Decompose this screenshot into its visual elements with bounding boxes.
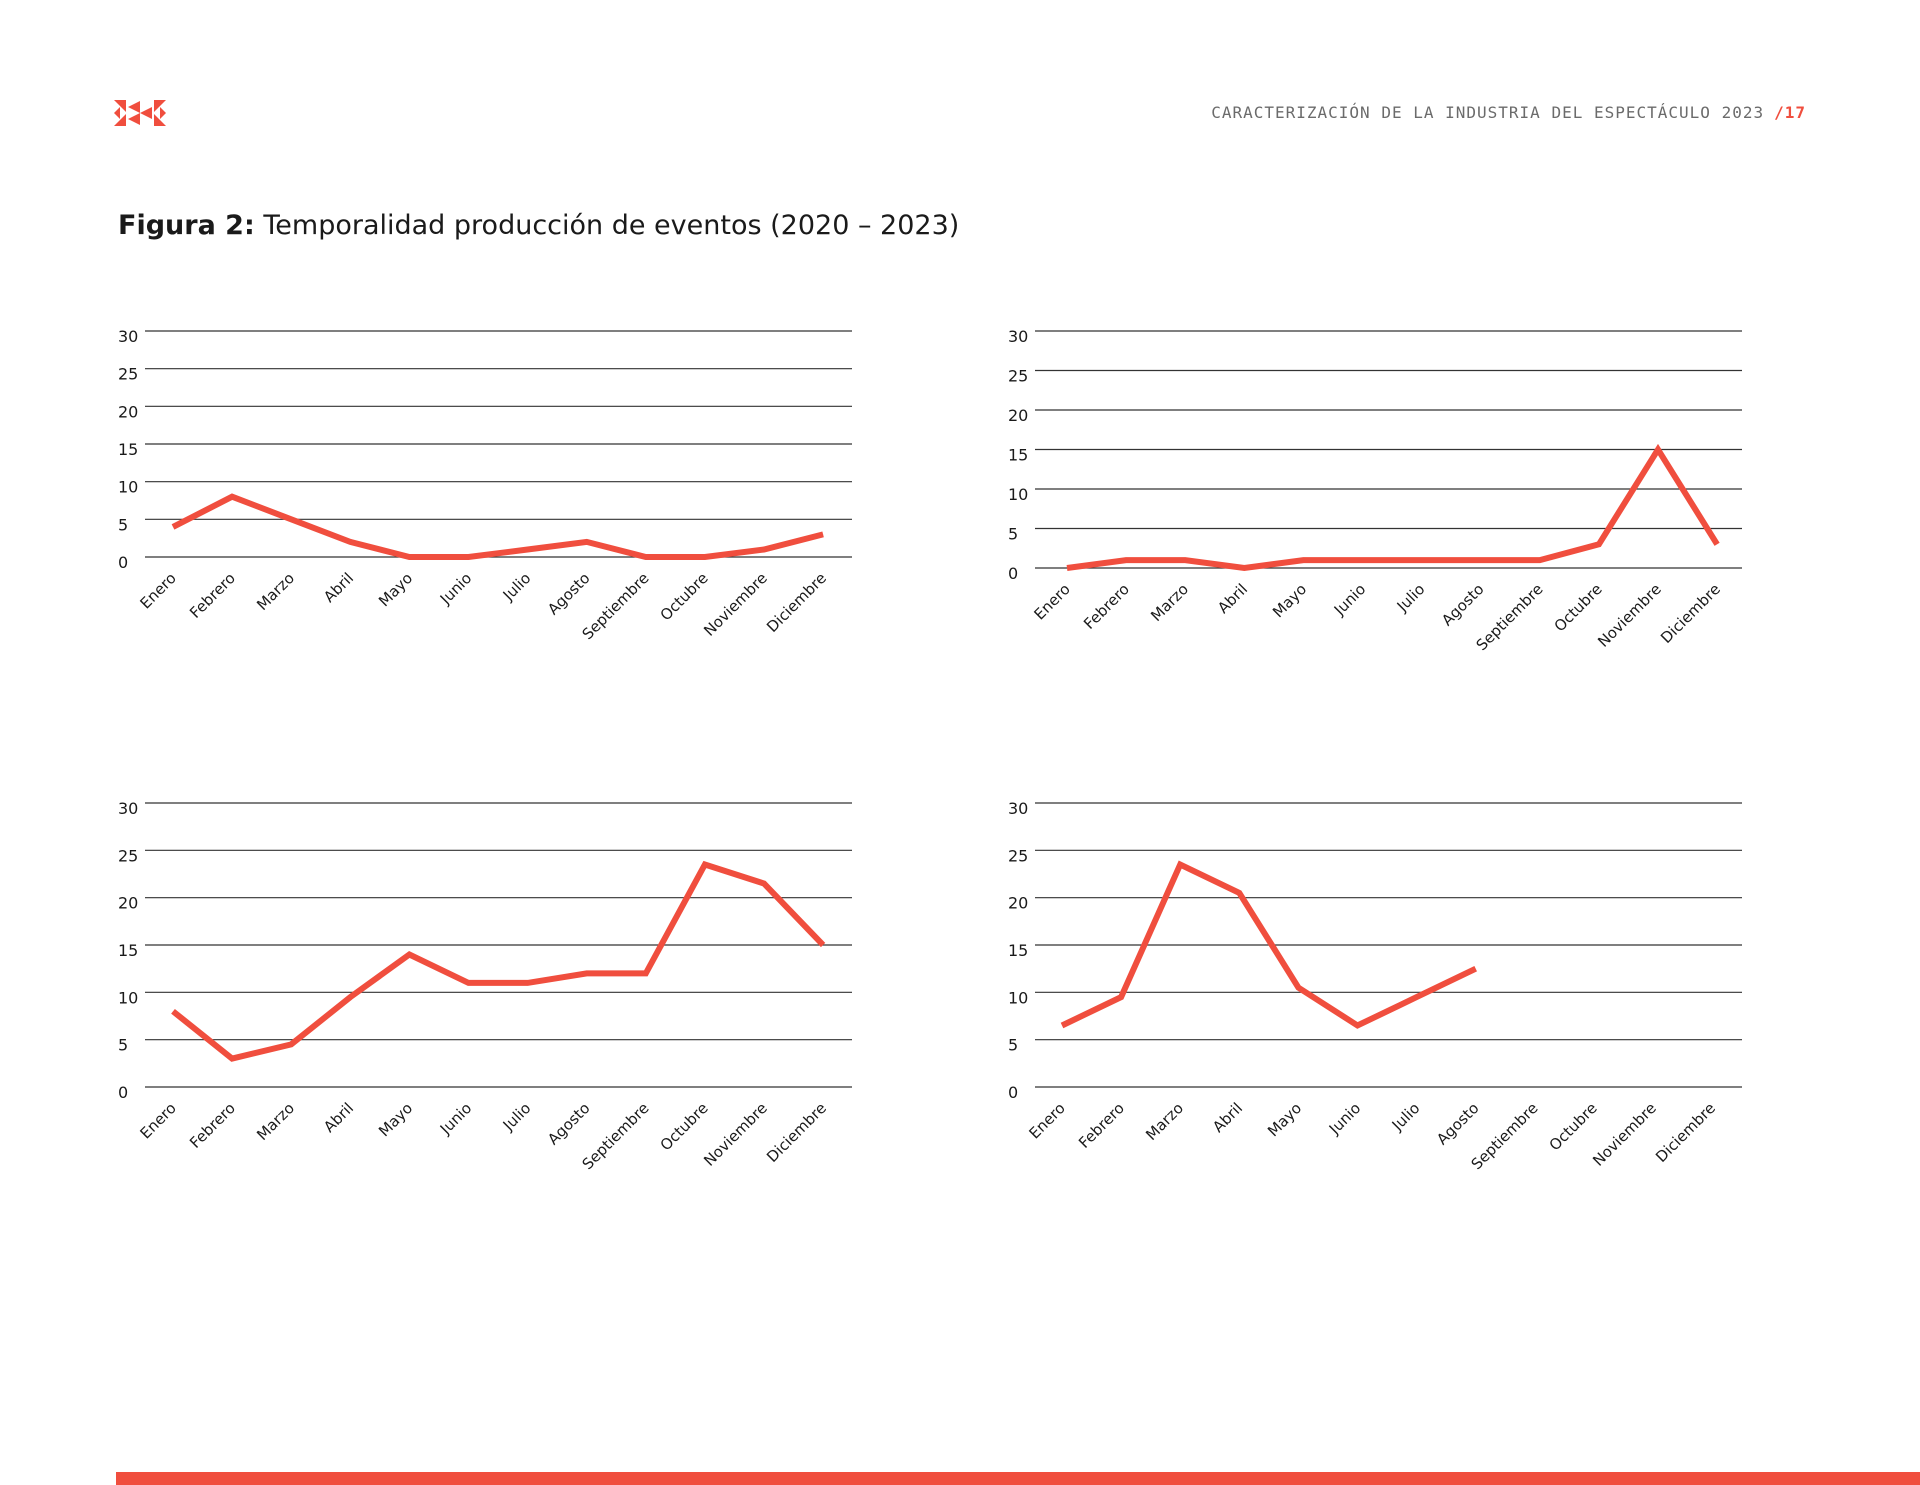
y-tick-label: 10 [1008, 988, 1028, 1007]
x-tick-label: Enero [137, 569, 180, 612]
x-tick-label: Mayo [1264, 1099, 1305, 1140]
x-tick-label: Julio [1388, 1099, 1424, 1135]
header-separator: / [1774, 103, 1785, 122]
y-tick-label: 15 [118, 941, 138, 960]
series-line [1066, 443, 1720, 572]
y-tick-label: 30 [1008, 799, 1028, 818]
chart-2023: 0 5 10 15 20 25 30 Enero Febrero Marzo Abril Mayo Ju… [1008, 799, 1742, 1173]
y-tick-label: 5 [1008, 525, 1018, 544]
page-number: 17 [1784, 103, 1806, 122]
footer-bar [116, 1472, 1920, 1485]
x-tick-label: Noviembre [1589, 1099, 1660, 1170]
x-tick-label: Marzo [1147, 580, 1192, 625]
y-tick-label: 15 [1008, 446, 1028, 465]
y-tick-label: 10 [1008, 485, 1028, 504]
series-line [1060, 860, 1477, 1029]
x-tick-label: Febrero [186, 569, 239, 622]
y-tick-label: 10 [118, 478, 138, 497]
y-tick-label: 20 [1008, 894, 1028, 913]
x-tick-label: Diciembre [1652, 1099, 1719, 1166]
chart-2022: 0 5 10 15 20 25 30 Enero Febrero Marzo Abril Mayo Ju… [118, 799, 852, 1173]
figure-label: Figura 2: [118, 210, 255, 241]
y-tick-label: 10 [118, 988, 138, 1007]
x-tick-label: Junio [1325, 1099, 1364, 1138]
y-tick-label: 25 [118, 365, 138, 384]
x-tick-label: Abril [1209, 1099, 1246, 1136]
x-tick-label: Diciembre [763, 1099, 830, 1166]
x-tick-label: Diciembre [763, 569, 830, 636]
x-tick-label: Enero [1031, 580, 1074, 623]
y-tick-label: 30 [118, 799, 138, 818]
x-tick-label: Mayo [1269, 580, 1310, 621]
x-tick-label: Mayo [375, 1099, 416, 1140]
y-tick-label: 20 [1008, 406, 1028, 425]
x-tick-label: Agosto [1433, 1099, 1482, 1148]
x-tick-label: Marzo [253, 569, 298, 614]
x-tick-label: Marzo [1142, 1099, 1187, 1144]
series-line [171, 493, 824, 560]
x-tick-label: Abril [1214, 580, 1251, 617]
x-tick-label: Octubre [1551, 580, 1606, 635]
x-tick-label: Febrero [186, 1099, 239, 1152]
x-tick-label: Marzo [253, 1099, 298, 1144]
x-tick-label: Abril [320, 1099, 357, 1136]
x-tick-label: Diciembre [1657, 580, 1724, 647]
brand-logo-icon [114, 100, 166, 126]
y-tick-label: 30 [118, 327, 138, 346]
x-tick-label: Noviembre [1594, 580, 1665, 651]
y-tick-label: 0 [118, 553, 128, 572]
x-tick-label: Julio [1393, 580, 1429, 616]
x-tick-label: Junio [436, 1099, 475, 1138]
x-tick-label: Julio [499, 569, 535, 605]
x-tick-label: Abril [320, 569, 357, 606]
document-header: CARACTERIZACIÓN DE LA INDUSTRIA DEL ESPE… [1211, 103, 1806, 122]
y-tick-label: 5 [118, 1036, 128, 1055]
y-tick-label: 0 [118, 1083, 128, 1102]
y-tick-label: 15 [118, 440, 138, 459]
y-tick-label: 5 [118, 515, 128, 534]
x-tick-label: Mayo [375, 569, 416, 610]
x-tick-label: Julio [499, 1099, 535, 1135]
y-tick-label: 5 [1008, 1036, 1018, 1055]
x-tick-label: Noviembre [700, 1099, 771, 1170]
x-tick-label: Noviembre [700, 569, 771, 640]
x-tick-label: Agosto [544, 1099, 593, 1148]
y-tick-label: 15 [1008, 941, 1028, 960]
chart-2021: 0 5 10 15 20 25 30 Enero Febrero Marzo Abril Mayo Ju… [1008, 327, 1742, 654]
y-tick-label: 25 [1008, 846, 1028, 865]
x-tick-label: Febrero [1075, 1099, 1128, 1152]
figure-caption: Temporalidad producción de eventos (2020… [263, 210, 960, 241]
series-line [171, 860, 826, 1062]
document-title: CARACTERIZACIÓN DE LA INDUSTRIA DEL ESPE… [1211, 103, 1765, 122]
x-tick-label: Octubre [1546, 1099, 1601, 1154]
x-tick-label: Junio [436, 569, 475, 608]
x-tick-label: Febrero [1080, 580, 1133, 633]
y-tick-label: 0 [1008, 1083, 1018, 1102]
y-tick-label: 25 [118, 846, 138, 865]
x-tick-label: Agosto [1438, 580, 1487, 629]
chart-2020: 0 5 10 15 20 25 30 Enero Febrero Marzo Abril Mayo Ju… [118, 327, 852, 643]
figure-title: Figura 2: Temporalidad producción de eve… [118, 210, 959, 241]
x-tick-label: Agosto [544, 569, 593, 618]
x-tick-label: Junio [1330, 580, 1369, 619]
x-tick-label: Octubre [657, 569, 712, 624]
y-tick-label: 25 [1008, 367, 1028, 386]
y-tick-label: 20 [118, 402, 138, 421]
y-tick-label: 0 [1008, 564, 1018, 583]
x-tick-label: Enero [137, 1099, 180, 1142]
y-tick-label: 20 [118, 894, 138, 913]
x-tick-label: Octubre [657, 1099, 712, 1154]
x-tick-label: Enero [1026, 1099, 1069, 1142]
y-tick-label: 30 [1008, 327, 1028, 346]
